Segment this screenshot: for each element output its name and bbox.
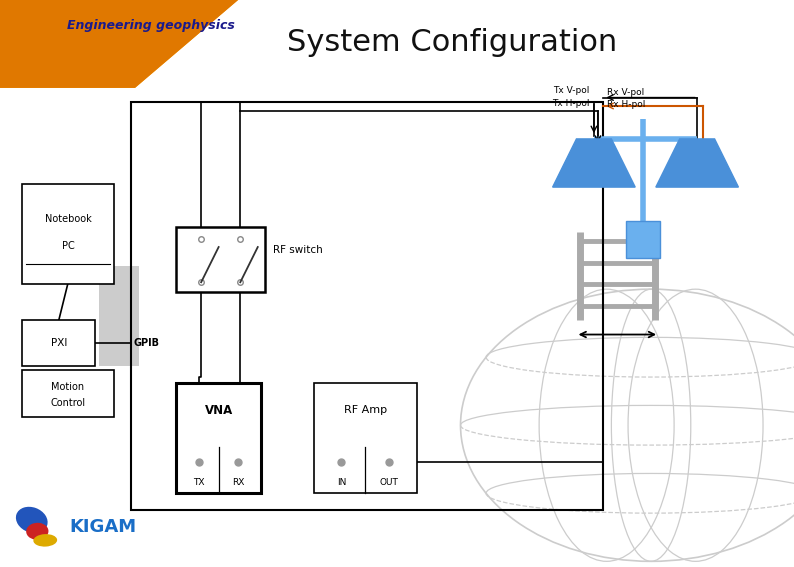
Text: VNA: VNA [205,404,233,417]
Ellipse shape [33,534,57,547]
Text: PXI: PXI [51,338,67,348]
FancyBboxPatch shape [22,370,114,417]
FancyBboxPatch shape [314,383,417,493]
FancyBboxPatch shape [176,383,261,493]
Polygon shape [553,139,635,187]
Text: OUT: OUT [380,478,399,486]
Polygon shape [656,139,738,187]
FancyBboxPatch shape [99,266,139,366]
Ellipse shape [16,507,48,533]
Text: RF switch: RF switch [273,244,323,255]
Text: KIGAM: KIGAM [69,518,137,536]
Text: Tx H-pol: Tx H-pol [553,99,590,108]
FancyBboxPatch shape [22,320,95,366]
Polygon shape [135,0,794,88]
Text: RF Amp: RF Amp [344,405,387,416]
Text: IN: IN [337,478,346,486]
Ellipse shape [26,523,48,540]
Text: GPIB: GPIB [134,338,160,348]
Text: Motion: Motion [52,382,84,392]
Text: Rx H-pol: Rx H-pol [607,100,646,109]
Text: Engineering geophysics: Engineering geophysics [67,19,235,32]
FancyBboxPatch shape [626,221,660,258]
Text: Rx V-pol: Rx V-pol [607,88,645,98]
Polygon shape [0,0,794,88]
FancyBboxPatch shape [176,227,265,292]
Text: TX: TX [194,478,205,486]
Polygon shape [0,0,238,88]
Text: Notebook: Notebook [44,214,91,224]
FancyBboxPatch shape [22,184,114,284]
Text: Tx V-pol: Tx V-pol [553,86,590,95]
Text: System Configuration: System Configuration [287,28,618,57]
Text: Control: Control [50,398,86,408]
Text: RX: RX [232,478,245,486]
Text: PC: PC [61,241,75,251]
